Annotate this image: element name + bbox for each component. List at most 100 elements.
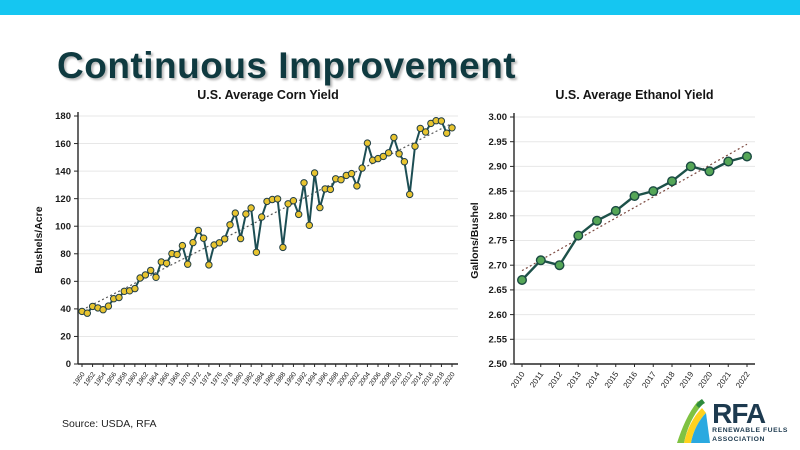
data-point — [173, 250, 181, 259]
trendline-group — [521, 143, 748, 272]
svg-text:60: 60 — [60, 277, 71, 288]
svg-text:2012: 2012 — [547, 370, 565, 390]
data-point — [390, 133, 398, 142]
rfa-subtext-line2: ASSOCIATION — [712, 436, 765, 444]
y-tick-labels: 0 20 40 60 80 100 120 140 160 180 — [55, 111, 71, 370]
data-point — [379, 152, 387, 161]
axes — [513, 113, 755, 365]
svg-text:2.65: 2.65 — [489, 285, 508, 296]
data-point — [136, 274, 144, 282]
y-axis-title: Bushels/Acre — [33, 206, 45, 273]
svg-text:2.50: 2.50 — [489, 359, 508, 370]
svg-text:2.75: 2.75 — [489, 236, 508, 247]
data-point — [152, 273, 160, 282]
svg-text:2022: 2022 — [734, 370, 752, 390]
y-axis-title-group: Gallons/Bushel — [469, 202, 481, 279]
svg-text:2018: 2018 — [659, 370, 677, 390]
data-point — [416, 124, 424, 133]
data-point — [242, 210, 250, 218]
data-point — [395, 150, 403, 158]
data-point — [305, 221, 313, 230]
data-point — [316, 203, 324, 212]
data-point — [421, 128, 430, 136]
data-point — [310, 169, 319, 177]
svg-text:2.95: 2.95 — [489, 137, 508, 148]
data-point — [666, 176, 677, 187]
data-point — [184, 260, 192, 268]
data-point — [215, 239, 224, 247]
rfa-acronym: RFA — [712, 398, 766, 430]
data-point — [358, 164, 366, 172]
data-markers — [517, 151, 753, 285]
data-point — [252, 248, 261, 257]
data-point — [406, 190, 414, 199]
data-point — [591, 215, 602, 226]
data-point — [189, 238, 197, 247]
svg-text:0: 0 — [66, 359, 71, 370]
data-point — [199, 234, 208, 242]
data-point — [353, 182, 361, 190]
data-point — [443, 129, 451, 137]
svg-text:40: 40 — [60, 304, 71, 315]
data-point — [236, 234, 245, 243]
data-point — [742, 151, 753, 162]
data-point — [284, 200, 292, 208]
svg-text:2.85: 2.85 — [489, 186, 508, 197]
data-point — [141, 271, 150, 279]
data-point — [384, 149, 393, 157]
rfa-logo-text: RFA RENEWABLE FUELS ASSOCIATION — [712, 398, 788, 444]
data-point — [347, 169, 356, 178]
chart-title-group: U.S. Average Ethanol Yield — [555, 88, 713, 102]
data-point — [648, 186, 659, 197]
data-point — [258, 213, 266, 221]
svg-text:2010: 2010 — [509, 370, 527, 390]
data-point — [115, 293, 123, 302]
data-point — [147, 266, 155, 275]
top-accent-bar — [0, 0, 800, 15]
rfa-logo: RFA RENEWABLE FUELS ASSOCIATION — [676, 398, 788, 444]
data-point — [723, 156, 734, 167]
svg-text:160: 160 — [55, 139, 71, 150]
axis-ticks — [510, 116, 748, 367]
data-point — [162, 259, 171, 268]
svg-text:80: 80 — [60, 249, 71, 260]
corn-yield-chart: 0 20 40 60 80 100 120 140 160 180 1950195219541956… — [33, 88, 458, 388]
svg-text:3.00: 3.00 — [489, 112, 508, 123]
svg-text:20: 20 — [60, 332, 71, 343]
data-point — [99, 306, 107, 314]
data-point — [300, 179, 308, 187]
data-point — [629, 190, 640, 201]
y-axis-title-group: Bushels/Acre — [33, 206, 45, 273]
data-point — [411, 142, 419, 150]
svg-text:2017: 2017 — [640, 370, 658, 390]
data-point — [400, 158, 409, 166]
data-point — [363, 139, 372, 147]
data-markers — [78, 117, 456, 317]
data-point — [295, 210, 303, 219]
svg-text:140: 140 — [55, 166, 71, 177]
svg-text:2.80: 2.80 — [489, 211, 508, 222]
source-note: Source: USDA, RFA — [62, 418, 157, 430]
data-point — [685, 161, 696, 172]
svg-text:2015: 2015 — [603, 370, 621, 390]
data-point — [517, 274, 528, 285]
svg-text:2014: 2014 — [584, 370, 602, 390]
data-line — [520, 155, 749, 282]
data-point — [448, 124, 456, 132]
data-point — [437, 117, 446, 125]
rfa-subtext-line1: RENEWABLE FUELS — [712, 427, 788, 435]
data-point — [131, 284, 139, 293]
axes — [77, 112, 458, 365]
data-point — [554, 260, 565, 271]
data-point — [205, 261, 213, 269]
data-point — [573, 230, 584, 241]
svg-text:2013: 2013 — [565, 370, 583, 390]
data-point — [704, 166, 715, 177]
svg-text:180: 180 — [55, 111, 71, 122]
data-point — [83, 309, 91, 317]
svg-text:2020: 2020 — [697, 370, 715, 390]
svg-text:2.60: 2.60 — [489, 310, 508, 321]
page-title: Continuous Improvement — [57, 44, 517, 86]
data-point — [279, 243, 287, 252]
